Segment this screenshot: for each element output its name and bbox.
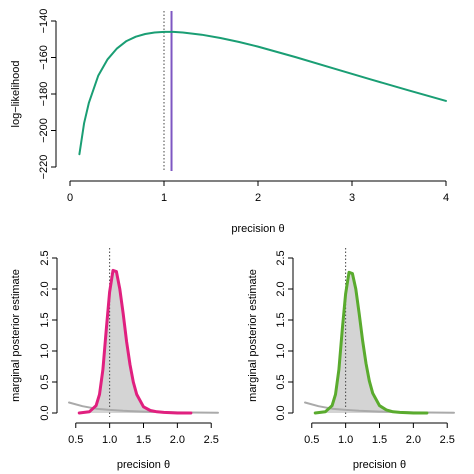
x-tick-label: 2.0	[170, 434, 185, 446]
chart-panel-1: 0 1 2 3 4 −220 −200 −180 −160 −140 precision θ log−…	[10, 9, 449, 235]
y-tick-label: 1.5	[39, 312, 51, 327]
x-tick-label: 1.0	[338, 434, 353, 446]
x-tick-label: 1	[161, 192, 167, 204]
y-tick-label: 2.5	[39, 250, 51, 265]
y-tick-label: −200	[38, 118, 50, 143]
x-axis-title: precision θ	[353, 459, 406, 471]
x-tick-label: 2.0	[406, 434, 421, 446]
y-tick-label: 2.0	[39, 281, 51, 296]
x-tick-label: 1.0	[102, 434, 117, 446]
x-tick-label: 0.5	[68, 434, 83, 446]
y-tick-label: −180	[38, 82, 50, 107]
x-tick-label: 2	[255, 192, 261, 204]
density-area-1	[315, 272, 427, 413]
x-tick-label: 0	[67, 192, 73, 204]
x-tick-label: 4	[443, 192, 449, 204]
x-tick-label: 1.5	[372, 434, 387, 446]
density-area-1	[79, 270, 191, 413]
y-tick-label: 0.5	[39, 374, 51, 389]
x-tick-label: 2.5	[204, 434, 219, 446]
y-axis-title: marginal posterior estimate	[247, 269, 259, 402]
y-tick-label: 1.0	[275, 343, 287, 358]
chart-panel-2: 0.5 1.0 1.5 2.0 2.5 0.0 0.5 1.0 1.5 2.0 2.5 precisi…	[10, 248, 219, 471]
y-tick-label: 1.5	[275, 312, 287, 327]
x-axis-title: precision θ	[117, 459, 170, 471]
density-curve	[313, 270, 429, 415]
y-tick-label: 2.0	[275, 281, 287, 296]
y-tick-label: 0.5	[275, 374, 287, 389]
y-tick-label: −140	[38, 9, 50, 34]
y-tick-label: −220	[38, 155, 50, 180]
x-tick-label: 1.5	[136, 434, 151, 446]
y-tick-label: 0.0	[39, 405, 51, 420]
y-tick-label: 2.5	[275, 250, 287, 265]
density-curve	[77, 268, 193, 415]
likelihood-curve	[78, 30, 447, 156]
x-tick-label: 0.5	[304, 434, 319, 446]
y-tick-label: 1.0	[39, 343, 51, 358]
y-tick-label: 0.0	[275, 405, 287, 420]
x-tick-label: 2.5	[440, 434, 455, 446]
y-axis-title: marginal posterior estimate	[10, 269, 22, 402]
y-axis-title: log−likelihood	[10, 61, 22, 128]
x-axis-title: precision θ	[231, 223, 284, 235]
y-tick-label: −160	[38, 45, 50, 70]
x-tick-label: 3	[349, 192, 355, 204]
chart-panel-3: 0.5 1.0 1.5 2.0 2.5 0.0 0.5 1.0 1.5 2.0 2.5 precisi…	[247, 248, 455, 471]
